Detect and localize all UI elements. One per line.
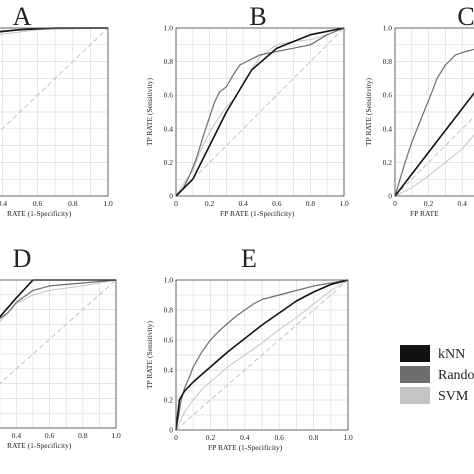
panel-c: 00.20.40.60.81.000.20.40.60.81.0FP RATET… [364,2,474,218]
x-tick-label: 0.8 [78,431,88,440]
y-tick-label: 0.4 [164,366,174,375]
legend-label-random-forest: Rando [438,368,474,383]
y-tick-label: 0.4 [383,124,393,133]
x-tick-label: 0.6 [272,199,282,208]
legend-swatch-svm [400,387,430,404]
x-tick-label: 0.4 [458,199,468,208]
series-svm-line [175,279,349,431]
plot-frame [0,279,117,429]
x-tick-label: 0.4 [240,433,250,442]
x-tick-label: 1.0 [111,431,121,440]
x-axis-label: FP RATE (1-Specificity) [220,209,295,218]
panel-letter-c: C [457,2,474,31]
series-knn-line [175,279,349,431]
chance-diagonal [0,279,117,384]
x-axis-label: FP RATE (1-Specificity) [208,443,283,452]
series-random-forest-line [394,48,474,197]
y-axis-label: TP RATE (Sensitivity) [145,77,154,146]
x-tick-label: 0.6 [45,431,55,440]
y-tick-label: 1.0 [164,24,174,33]
x-axis-label: RATE (1-Specificity) [7,441,72,450]
y-tick-label: 0.2 [164,158,174,167]
panel-letter-e: E [241,244,257,273]
x-tick-label: 0.2 [205,199,215,208]
x-tick-label: 0.4 [0,199,7,208]
y-tick-label: 0.2 [164,396,174,405]
x-tick-label: 0.4 [12,431,22,440]
roc-panels: 0 0.2 0.4 0.6 0.8 1.0 0 0.2 0.4 0.6 0.8 1.0 RATE (1-… [0,2,474,452]
series-svm-line [0,27,109,35]
y-tick-label: 1.0 [383,24,393,33]
legend-swatch-random-forest [400,366,430,383]
y-tick-label: 0.8 [164,306,174,315]
series-random-forest-line [0,279,117,320]
x-tick-label: 0 [174,199,178,208]
y-axis-label: TP RATE (Sensitivity) [364,77,373,146]
plot-frame [394,27,474,197]
chance-diagonal [175,279,349,431]
plot-frame [175,279,349,431]
series-random-forest-line [175,27,345,197]
x-tick-label: 0 [393,199,397,208]
x-axis-label: RATE (1-Specificity) [7,209,72,218]
y-tick-label: 0 [169,426,173,435]
y-tick-label: 1.0 [164,276,174,285]
x-tick-label: 0.6 [275,433,285,442]
y-tick-label: 0 [169,192,173,201]
legend-label-knn: kNN [438,347,465,362]
panel-letter-b: B [249,2,266,31]
plot-frame [175,27,345,197]
x-tick-label: 0.2 [206,433,216,442]
panel-letter-d: D [13,244,32,273]
y-tick-label: 0.6 [164,336,174,345]
x-tick-label: 1.0 [343,433,353,442]
x-tick-label: 0.2 [424,199,434,208]
series-random-forest-line [175,279,349,431]
plot-frame [0,27,109,197]
series-knn-line [0,27,108,33]
x-tick-label: 1.0 [339,199,349,208]
x-tick-label: 0.4 [239,199,249,208]
panel-letter-a: A [13,2,32,31]
y-tick-label: 0.8 [164,57,174,66]
y-tick-label: 0.2 [383,158,393,167]
y-tick-label: 0.6 [383,91,393,100]
y-axis-label: TP RATE (Sensitivity) [145,320,154,389]
y-tick-label: 0.4 [164,124,174,133]
series-knn-line [394,91,474,197]
y-tick-label: 0.6 [164,91,174,100]
y-tick-label: 0.8 [383,57,393,66]
x-tick-label: 0.8 [68,199,78,208]
legend-swatch-knn [400,345,430,362]
x-tick-label: 0.6 [33,199,43,208]
panel-b: 0 0.2 0.4 0.6 0.8 1.0 0 0.2 0.4 0.6 0.8 1.0 FP RATE … [145,2,349,218]
y-tick-label: 0 [388,192,392,201]
chance-diagonal [0,27,109,132]
legend-label-svm: SVM [438,389,469,404]
x-tick-label: 0.8 [309,433,319,442]
x-tick-label: 0.8 [306,199,316,208]
series-svm-line [394,134,474,197]
x-axis-label: FP RATE [410,209,439,218]
legend: kNN Rando SVM [392,340,474,430]
x-tick-label: 0 [174,433,178,442]
panel-e: 0 0.2 0.4 0.6 0.8 1.0 0 0.2 0.4 0.6 0.8 1.0 FP RATE … [145,244,353,452]
series-knn-line [175,27,345,197]
x-tick-label: 1.0 [103,199,113,208]
